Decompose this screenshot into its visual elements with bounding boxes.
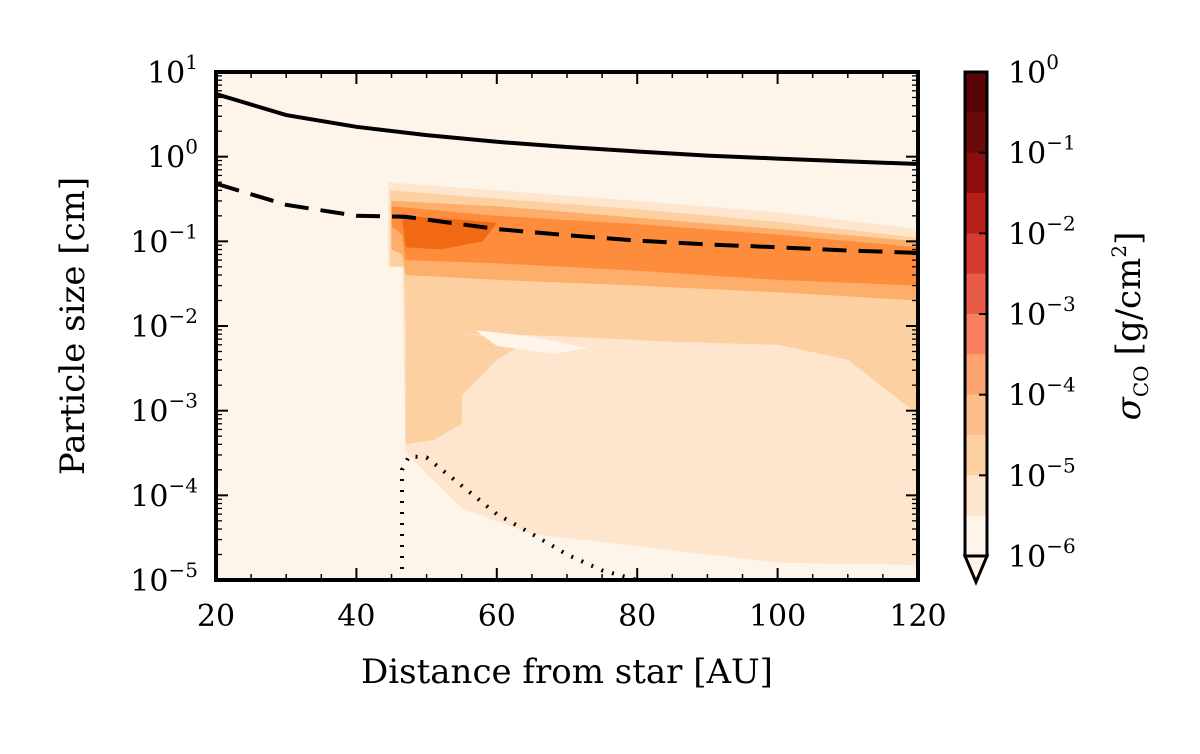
colorbar-label: σCO[g/cm2]	[1107, 232, 1153, 421]
x-axis-title: Distance from star [AU]	[361, 652, 773, 692]
y-tick-label: 100	[147, 135, 198, 176]
series-layer	[216, 92, 918, 580]
colorbar-tick-label: 10−4	[1008, 373, 1076, 414]
series-line-dotted	[400, 454, 666, 580]
colorbar-tick-label: 10−1	[1008, 131, 1076, 172]
y-tick-label: 10−4	[130, 473, 198, 514]
y-tick-label: 10−5	[130, 558, 198, 599]
plot-area	[216, 72, 918, 580]
colorbar-extend-arrow	[962, 554, 990, 586]
colorbar-segment	[965, 435, 987, 476]
x-tick-label: 80	[618, 599, 656, 634]
colorbar-segment	[965, 233, 987, 275]
y-axis-title: Particle size [cm]	[53, 177, 93, 475]
contour-region-4	[391, 206, 918, 286]
x-tick-label: 40	[337, 599, 375, 634]
colorbar-segment	[965, 193, 987, 234]
y-tick-label: 10−2	[130, 304, 198, 345]
y-axis: 101 100 10−1 10−2 10−3 10−4 10−5	[130, 50, 918, 599]
colorbar-tick-label: 10−6	[1008, 534, 1076, 575]
colorbar-segment	[965, 72, 987, 113]
contour-region-9	[405, 444, 918, 540]
colorbar-segment	[965, 354, 987, 396]
colorbar-tick-label: 10−5	[1008, 453, 1076, 494]
colorbar-tick-label: 10−3	[1008, 292, 1076, 333]
y-tick-label: 10−3	[130, 389, 198, 430]
colorbar-segment	[965, 394, 987, 436]
y-tick-label: 10−1	[130, 219, 198, 260]
y-tick-label: 101	[147, 50, 198, 91]
colorbar-segment	[965, 475, 987, 517]
colorbar-tick-label: 10−2	[1008, 211, 1076, 252]
colorbar: 100 10−1 10−2 10−3 10−4 10−5 10−6 σCO[g/cm2]	[962, 50, 1153, 586]
colorbar-segment	[965, 515, 987, 557]
x-axis: 20 40 60 80 100 120	[197, 72, 947, 634]
contour-region-8	[475, 330, 589, 354]
x-tick-label: 120	[889, 599, 946, 634]
x-tick-label: 60	[478, 599, 516, 634]
series-line-solid	[216, 92, 918, 166]
colorbar-segment	[965, 152, 987, 194]
colorbar-segment	[965, 112, 987, 154]
colorbar-segment	[965, 273, 987, 315]
colorbar-tick-label: 100	[1008, 50, 1059, 91]
colorbar-segment	[965, 314, 987, 355]
x-tick-label: 100	[749, 599, 806, 634]
series-line-dashed	[216, 181, 918, 255]
contour-region-7	[405, 329, 532, 445]
x-tick-label: 20	[197, 599, 235, 634]
